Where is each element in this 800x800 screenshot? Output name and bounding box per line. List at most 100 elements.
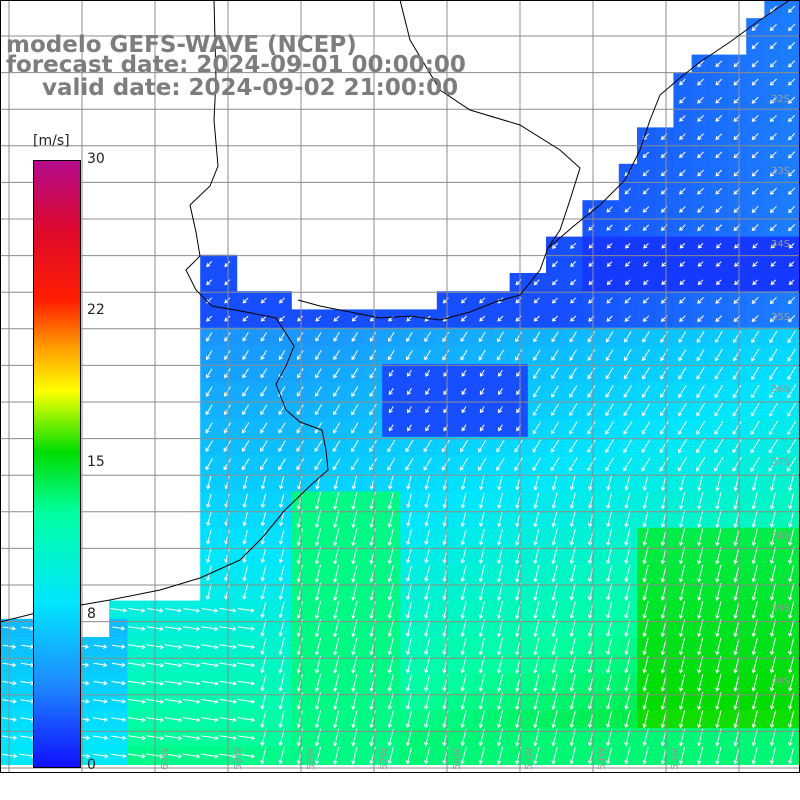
wind-vector-arrow bbox=[461, 388, 467, 396]
wind-vector-arrow bbox=[606, 224, 613, 231]
wind-vector-arrow bbox=[314, 564, 322, 583]
wind-vector-arrow bbox=[278, 673, 285, 692]
wind-vector-arrow bbox=[786, 438, 797, 454]
wind-vector-arrow bbox=[388, 424, 394, 432]
wind-vector-arrow bbox=[424, 637, 431, 656]
wind-vector-arrow bbox=[237, 626, 255, 632]
wind-vector-arrow bbox=[164, 662, 183, 668]
wind-vector-arrow bbox=[425, 424, 431, 432]
wind-vector-arrow bbox=[715, 187, 723, 195]
wind-vector-arrow bbox=[296, 458, 305, 471]
latitude-label: 32S bbox=[771, 94, 791, 105]
wind-vector-arrow bbox=[679, 151, 686, 159]
wind-vector-arrow bbox=[296, 422, 304, 434]
wind-vector-arrow bbox=[788, 528, 795, 547]
wind-vector-arrow bbox=[296, 528, 303, 547]
wind-vector-arrow bbox=[769, 296, 777, 304]
latitude-label: 38S bbox=[771, 531, 791, 542]
wind-vector-arrow bbox=[679, 133, 686, 140]
wind-vector-arrow bbox=[715, 224, 723, 232]
wind-vector-arrow bbox=[788, 746, 795, 765]
wind-vector-arrow bbox=[769, 601, 777, 620]
wind-vector-arrow bbox=[714, 438, 724, 454]
wind-vector-arrow bbox=[533, 564, 540, 583]
wind-vector-arrow bbox=[751, 673, 758, 692]
wind-vector-arrow bbox=[351, 564, 358, 583]
wind-vector-arrow bbox=[314, 491, 322, 510]
wind-vector-arrow bbox=[351, 491, 358, 510]
latitude-label: 40S bbox=[771, 676, 791, 687]
wind-vector-arrow bbox=[751, 637, 758, 656]
wind-vector-arrow bbox=[643, 279, 649, 286]
wind-vector-arrow bbox=[697, 261, 704, 267]
wind-vector-arrow bbox=[388, 369, 394, 377]
wind-vector-arrow bbox=[624, 224, 631, 231]
wind-vector-arrow bbox=[314, 619, 322, 638]
wind-vector-arrow bbox=[237, 662, 256, 668]
wind-vector-arrow bbox=[732, 384, 742, 399]
wind-vector-arrow bbox=[296, 637, 303, 656]
wind-vector-arrow bbox=[351, 528, 358, 547]
wind-vector-arrow bbox=[788, 473, 795, 492]
wind-vector-arrow bbox=[642, 619, 649, 638]
wind-vector-arrow bbox=[551, 279, 558, 286]
wind-vector-arrow bbox=[351, 475, 358, 490]
wind-vector-arrow bbox=[551, 528, 558, 546]
wind-vector-arrow bbox=[461, 424, 467, 432]
wind-vector-arrow bbox=[296, 746, 303, 765]
wind-vector-arrow bbox=[787, 169, 796, 177]
wind-vector-arrow bbox=[351, 673, 358, 692]
wind-vector-arrow bbox=[296, 673, 303, 692]
wind-vector-arrow bbox=[260, 637, 267, 656]
wind-vector-arrow bbox=[460, 746, 467, 765]
wind-vector-arrow bbox=[697, 151, 704, 159]
wind-vector-arrow bbox=[605, 349, 614, 362]
wind-vector-arrow bbox=[550, 457, 560, 472]
wind-vector-arrow bbox=[550, 421, 560, 435]
wind-vector-arrow bbox=[642, 331, 650, 343]
wind-vector-arrow bbox=[624, 261, 631, 267]
wind-vector-arrow bbox=[405, 710, 413, 729]
wind-vector-arrow bbox=[515, 331, 523, 343]
wind-vector-arrow bbox=[369, 350, 377, 361]
wind-vector-arrow bbox=[642, 710, 649, 729]
wind-vector-arrow bbox=[624, 474, 631, 491]
wind-vector-arrow bbox=[715, 78, 723, 86]
wind-vector-arrow bbox=[769, 114, 777, 122]
wind-vector-arrow bbox=[128, 626, 146, 632]
wind-vector-arrow bbox=[769, 402, 778, 417]
wind-vector-arrow bbox=[769, 348, 778, 362]
wind-vector-arrow bbox=[769, 315, 777, 323]
wind-vector-arrow bbox=[679, 115, 686, 122]
wind-vector-arrow bbox=[388, 388, 394, 396]
wind-vector-arrow bbox=[278, 710, 285, 729]
wind-vector-arrow bbox=[164, 680, 183, 686]
wind-vector-arrow bbox=[314, 422, 323, 434]
wind-vector-arrow bbox=[333, 528, 340, 547]
wind-vector-arrow bbox=[497, 510, 503, 528]
wind-vector-arrow bbox=[442, 297, 449, 304]
wind-vector-arrow bbox=[496, 710, 504, 729]
wind-vector-arrow bbox=[787, 187, 796, 195]
wind-vector-arrow bbox=[623, 403, 633, 417]
wind-vector-arrow bbox=[788, 601, 795, 620]
wind-vector-arrow bbox=[551, 403, 560, 417]
wind-vector-arrow bbox=[297, 332, 304, 342]
wind-vector-arrow bbox=[407, 424, 412, 432]
wind-vector-arrow bbox=[332, 458, 341, 471]
wind-vector-arrow bbox=[606, 297, 613, 304]
wind-vector-arrow bbox=[441, 457, 450, 471]
wind-vector-arrow bbox=[460, 583, 467, 601]
wind-vector-arrow bbox=[369, 404, 377, 416]
wind-vector-arrow bbox=[569, 331, 577, 343]
wind-vector-arrow bbox=[679, 169, 686, 177]
wind-vector-arrow bbox=[750, 438, 760, 454]
wind-vector-arrow bbox=[624, 279, 631, 286]
wind-vector-arrow bbox=[110, 735, 127, 741]
wind-vector-arrow bbox=[533, 385, 541, 398]
wind-vector-arrow bbox=[715, 206, 723, 213]
wind-vector-arrow bbox=[533, 601, 540, 620]
wind-vector-arrow bbox=[643, 261, 649, 267]
wind-vector-arrow bbox=[441, 439, 450, 453]
wind-vector-arrow bbox=[351, 601, 358, 620]
